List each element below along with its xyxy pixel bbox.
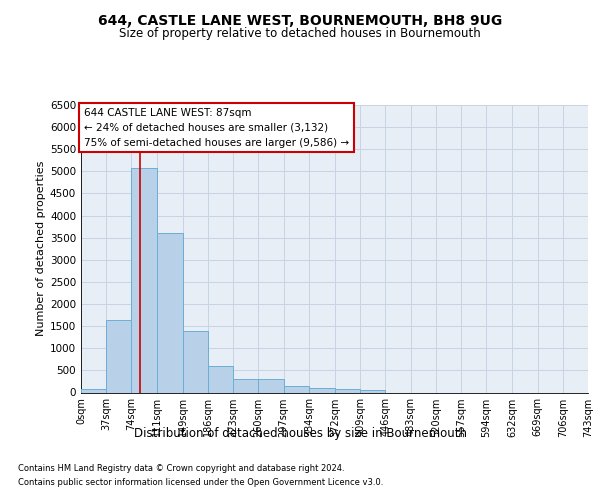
Y-axis label: Number of detached properties: Number of detached properties: [36, 161, 46, 336]
Bar: [157, 234, 182, 392]
Bar: [182, 330, 208, 392]
Bar: [131, 168, 157, 392]
Bar: [106, 320, 131, 392]
Text: Distribution of detached houses by size in Bournemouth: Distribution of detached houses by size …: [133, 428, 467, 440]
Text: Size of property relative to detached houses in Bournemouth: Size of property relative to detached ho…: [119, 28, 481, 40]
Text: Contains HM Land Registry data © Crown copyright and database right 2024.: Contains HM Land Registry data © Crown c…: [18, 464, 344, 473]
Text: 644, CASTLE LANE WEST, BOURNEMOUTH, BH8 9UG: 644, CASTLE LANE WEST, BOURNEMOUTH, BH8 …: [98, 14, 502, 28]
Bar: [259, 380, 284, 392]
Bar: [208, 366, 233, 392]
Bar: [335, 389, 360, 392]
Bar: [309, 388, 335, 392]
Bar: [360, 390, 385, 392]
Text: Contains public sector information licensed under the Open Government Licence v3: Contains public sector information licen…: [18, 478, 383, 487]
Bar: [233, 379, 259, 392]
Text: 644 CASTLE LANE WEST: 87sqm
← 24% of detached houses are smaller (3,132)
75% of : 644 CASTLE LANE WEST: 87sqm ← 24% of det…: [84, 108, 349, 148]
Bar: [284, 386, 309, 392]
Bar: [81, 390, 106, 392]
